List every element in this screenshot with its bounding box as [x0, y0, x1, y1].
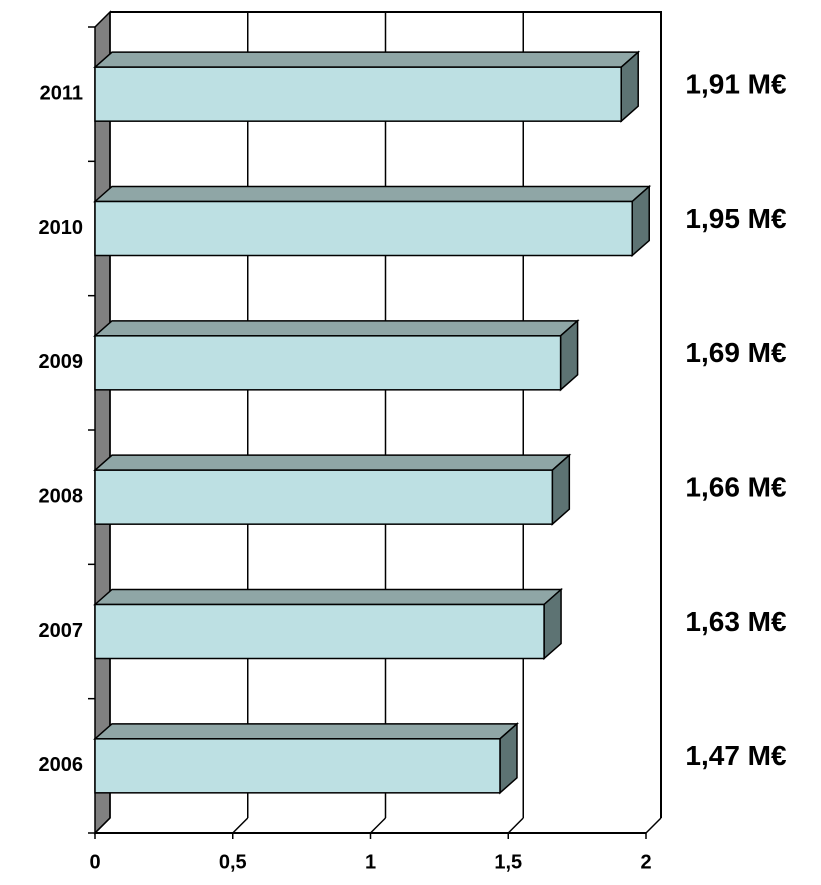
floor-line — [232, 817, 249, 834]
value-label: 1,47 M€ — [685, 740, 787, 771]
bar — [94, 469, 554, 525]
bar-top — [93, 723, 519, 740]
x-tick-label: 1 — [365, 851, 376, 873]
floor-line — [94, 817, 111, 834]
bar — [94, 335, 562, 391]
bar — [94, 603, 545, 660]
value-label: 1,69 M€ — [685, 337, 787, 368]
left-wall — [94, 10, 111, 835]
value-label: 1,66 M€ — [685, 472, 787, 503]
x-tick-label: 0,5 — [219, 851, 247, 873]
x-tick-label: 2 — [640, 851, 651, 873]
bar-top — [93, 185, 652, 203]
y-tick-label: 2010 — [39, 217, 84, 239]
bar-top — [93, 454, 572, 471]
bar — [94, 738, 501, 794]
value-label: 1,63 M€ — [685, 606, 787, 637]
x-tick-label: 0 — [89, 851, 100, 873]
bar — [94, 200, 633, 257]
floor-line — [507, 817, 524, 834]
bar — [94, 66, 622, 122]
x-tick-label: 1,5 — [494, 851, 522, 873]
y-tick-label: 2006 — [39, 754, 84, 776]
bar-top — [93, 51, 641, 68]
value-label: 1,95 M€ — [685, 203, 787, 234]
floor-line — [645, 817, 662, 834]
floor-line — [369, 817, 387, 834]
y-tick-label: 2009 — [39, 351, 84, 373]
y-tick-label: 2011 — [40, 82, 83, 104]
y-tick-label: 2008 — [39, 485, 84, 507]
value-label: 1,91 M€ — [685, 69, 787, 100]
bar-top — [93, 588, 564, 606]
bar-top — [93, 320, 580, 337]
y-tick-label: 2007 — [39, 620, 84, 642]
